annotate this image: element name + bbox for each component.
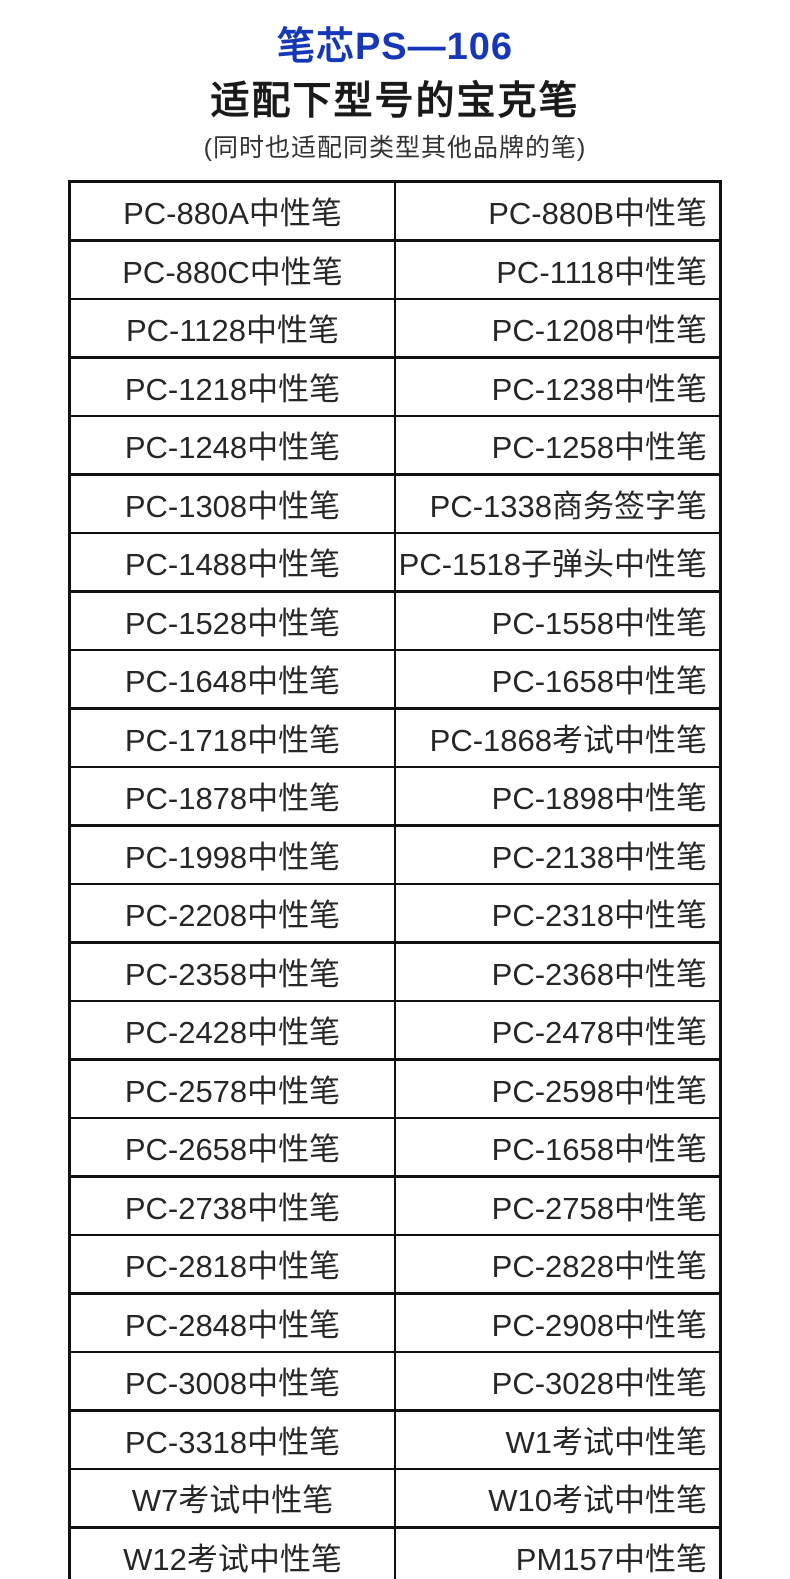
table-row: PC-1248中性笔 PC-1258中性笔 (68, 414, 722, 476)
model-cell-right: PC-1518子弹头中性笔 (394, 531, 722, 593)
model-cell-left: PC-3008中性笔 (68, 1350, 396, 1412)
model-cell-left: PC-2848中性笔 (68, 1291, 396, 1353)
model-cell-left: PC-2818中性笔 (68, 1233, 396, 1295)
model-cell-left: PC-880A中性笔 (68, 180, 396, 242)
table-row: PC-1718中性笔 PC-1868考试中性笔 (68, 706, 722, 768)
model-cell-right: PC-1658中性笔 (394, 648, 722, 710)
page-title: 笔芯PS—106 (276, 26, 514, 68)
model-cell-right: PC-1658中性笔 (394, 1116, 722, 1178)
model-cell-left: PC-1998中性笔 (68, 823, 396, 885)
model-cell-right: PC-1558中性笔 (394, 589, 722, 651)
model-cell-right: W10考试中性笔 (394, 1467, 722, 1529)
model-cell-right: PC-2318中性笔 (394, 882, 722, 944)
model-cell-left: PC-2658中性笔 (68, 1116, 396, 1178)
model-cell-right: PC-2758中性笔 (394, 1174, 722, 1236)
table-row: PC-2658中性笔 PC-1658中性笔 (68, 1116, 722, 1178)
header: 笔芯PS—106 适配下型号的宝克笔 (同时也适配同类型其他品牌的笔) (0, 0, 790, 165)
model-cell-right: PC-1118中性笔 (394, 238, 722, 300)
model-cell-right: PC-2138中性笔 (394, 823, 722, 885)
table-row: PC-1648中性笔 PC-1658中性笔 (68, 648, 722, 710)
model-cell-right: PM157中性笔 (394, 1525, 722, 1579)
table-row: W12考试中性笔 PM157中性笔 (68, 1525, 722, 1579)
model-cell-left: W7考试中性笔 (68, 1467, 396, 1529)
table-row: PC-3008中性笔 PC-3028中性笔 (68, 1350, 722, 1412)
table-row: PC-2208中性笔 PC-2318中性笔 (68, 882, 722, 944)
model-cell-left: W12考试中性笔 (68, 1525, 396, 1579)
table-row: PC-1878中性笔 PC-1898中性笔 (68, 765, 722, 827)
model-cell-right: PC-2908中性笔 (394, 1291, 722, 1353)
model-cell-left: PC-2358中性笔 (68, 940, 396, 1002)
compatibility-note: (同时也适配同类型其他品牌的笔) (203, 134, 587, 163)
model-cell-left: PC-1488中性笔 (68, 531, 396, 593)
model-cell-left: PC-1308中性笔 (68, 472, 396, 534)
model-cell-right: PC-1208中性笔 (394, 297, 722, 359)
model-cell-left: PC-3318中性笔 (68, 1408, 396, 1470)
compatibility-table: PC-880A中性笔 PC-880B中性笔 PC-880C中性笔 PC-1118中性笔… (68, 179, 722, 1579)
model-cell-left: PC-1648中性笔 (68, 648, 396, 710)
table-row: PC-2848中性笔 PC-2908中性笔 (68, 1291, 722, 1353)
model-cell-right: PC-3028中性笔 (394, 1350, 722, 1412)
page-subtitle: 适配下型号的宝克笔 (210, 79, 580, 123)
model-cell-right: PC-1338商务签字笔 (394, 472, 722, 534)
table-row: PC-3318中性笔 W1考试中性笔 (68, 1408, 722, 1470)
model-cell-left: PC-2428中性笔 (68, 999, 396, 1061)
table-row: PC-1998中性笔 PC-2138中性笔 (68, 823, 722, 885)
table-row: W7考试中性笔 W10考试中性笔 (68, 1467, 722, 1529)
model-cell-left: PC-1528中性笔 (68, 589, 396, 651)
model-cell-right: PC-2598中性笔 (394, 1057, 722, 1119)
table-row: PC-1528中性笔 PC-1558中性笔 (68, 589, 722, 651)
model-cell-left: PC-2208中性笔 (68, 882, 396, 944)
table-row: PC-880A中性笔 PC-880B中性笔 (68, 180, 722, 242)
model-cell-right: PC-1258中性笔 (394, 414, 722, 476)
model-cell-left: PC-1878中性笔 (68, 765, 396, 827)
model-cell-right: PC-1898中性笔 (394, 765, 722, 827)
model-cell-left: PC-880C中性笔 (68, 238, 396, 300)
table-row: PC-1308中性笔 PC-1338商务签字笔 (68, 472, 722, 534)
table-row: PC-1488中性笔 PC-1518子弹头中性笔 (68, 531, 722, 593)
model-cell-right: W1考试中性笔 (394, 1408, 722, 1470)
table-row: PC-880C中性笔 PC-1118中性笔 (68, 238, 722, 300)
model-cell-right: PC-2478中性笔 (394, 999, 722, 1061)
model-cell-left: PC-1718中性笔 (68, 706, 396, 768)
model-cell-right: PC-880B中性笔 (394, 180, 722, 242)
table-row: PC-1218中性笔 PC-1238中性笔 (68, 355, 722, 417)
table-row: PC-2428中性笔 PC-2478中性笔 (68, 999, 722, 1061)
model-cell-right: PC-1238中性笔 (394, 355, 722, 417)
table-row: PC-1128中性笔 PC-1208中性笔 (68, 297, 722, 359)
table-row: PC-2578中性笔 PC-2598中性笔 (68, 1057, 722, 1119)
table-row: PC-2738中性笔 PC-2758中性笔 (68, 1174, 722, 1236)
model-cell-right: PC-2368中性笔 (394, 940, 722, 1002)
table-row: PC-2818中性笔 PC-2828中性笔 (68, 1233, 722, 1295)
model-cell-right: PC-1868考试中性笔 (394, 706, 722, 768)
model-cell-left: PC-1128中性笔 (68, 297, 396, 359)
table-row: PC-2358中性笔 PC-2368中性笔 (68, 940, 722, 1002)
model-cell-left: PC-1218中性笔 (68, 355, 396, 417)
model-cell-right: PC-2828中性笔 (394, 1233, 722, 1295)
model-cell-left: PC-2738中性笔 (68, 1174, 396, 1236)
compatibility-table-body: PC-880A中性笔 PC-880B中性笔 PC-880C中性笔 PC-1118中性笔… (68, 180, 722, 1579)
model-cell-left: PC-2578中性笔 (68, 1057, 396, 1119)
model-cell-left: PC-1248中性笔 (68, 414, 396, 476)
